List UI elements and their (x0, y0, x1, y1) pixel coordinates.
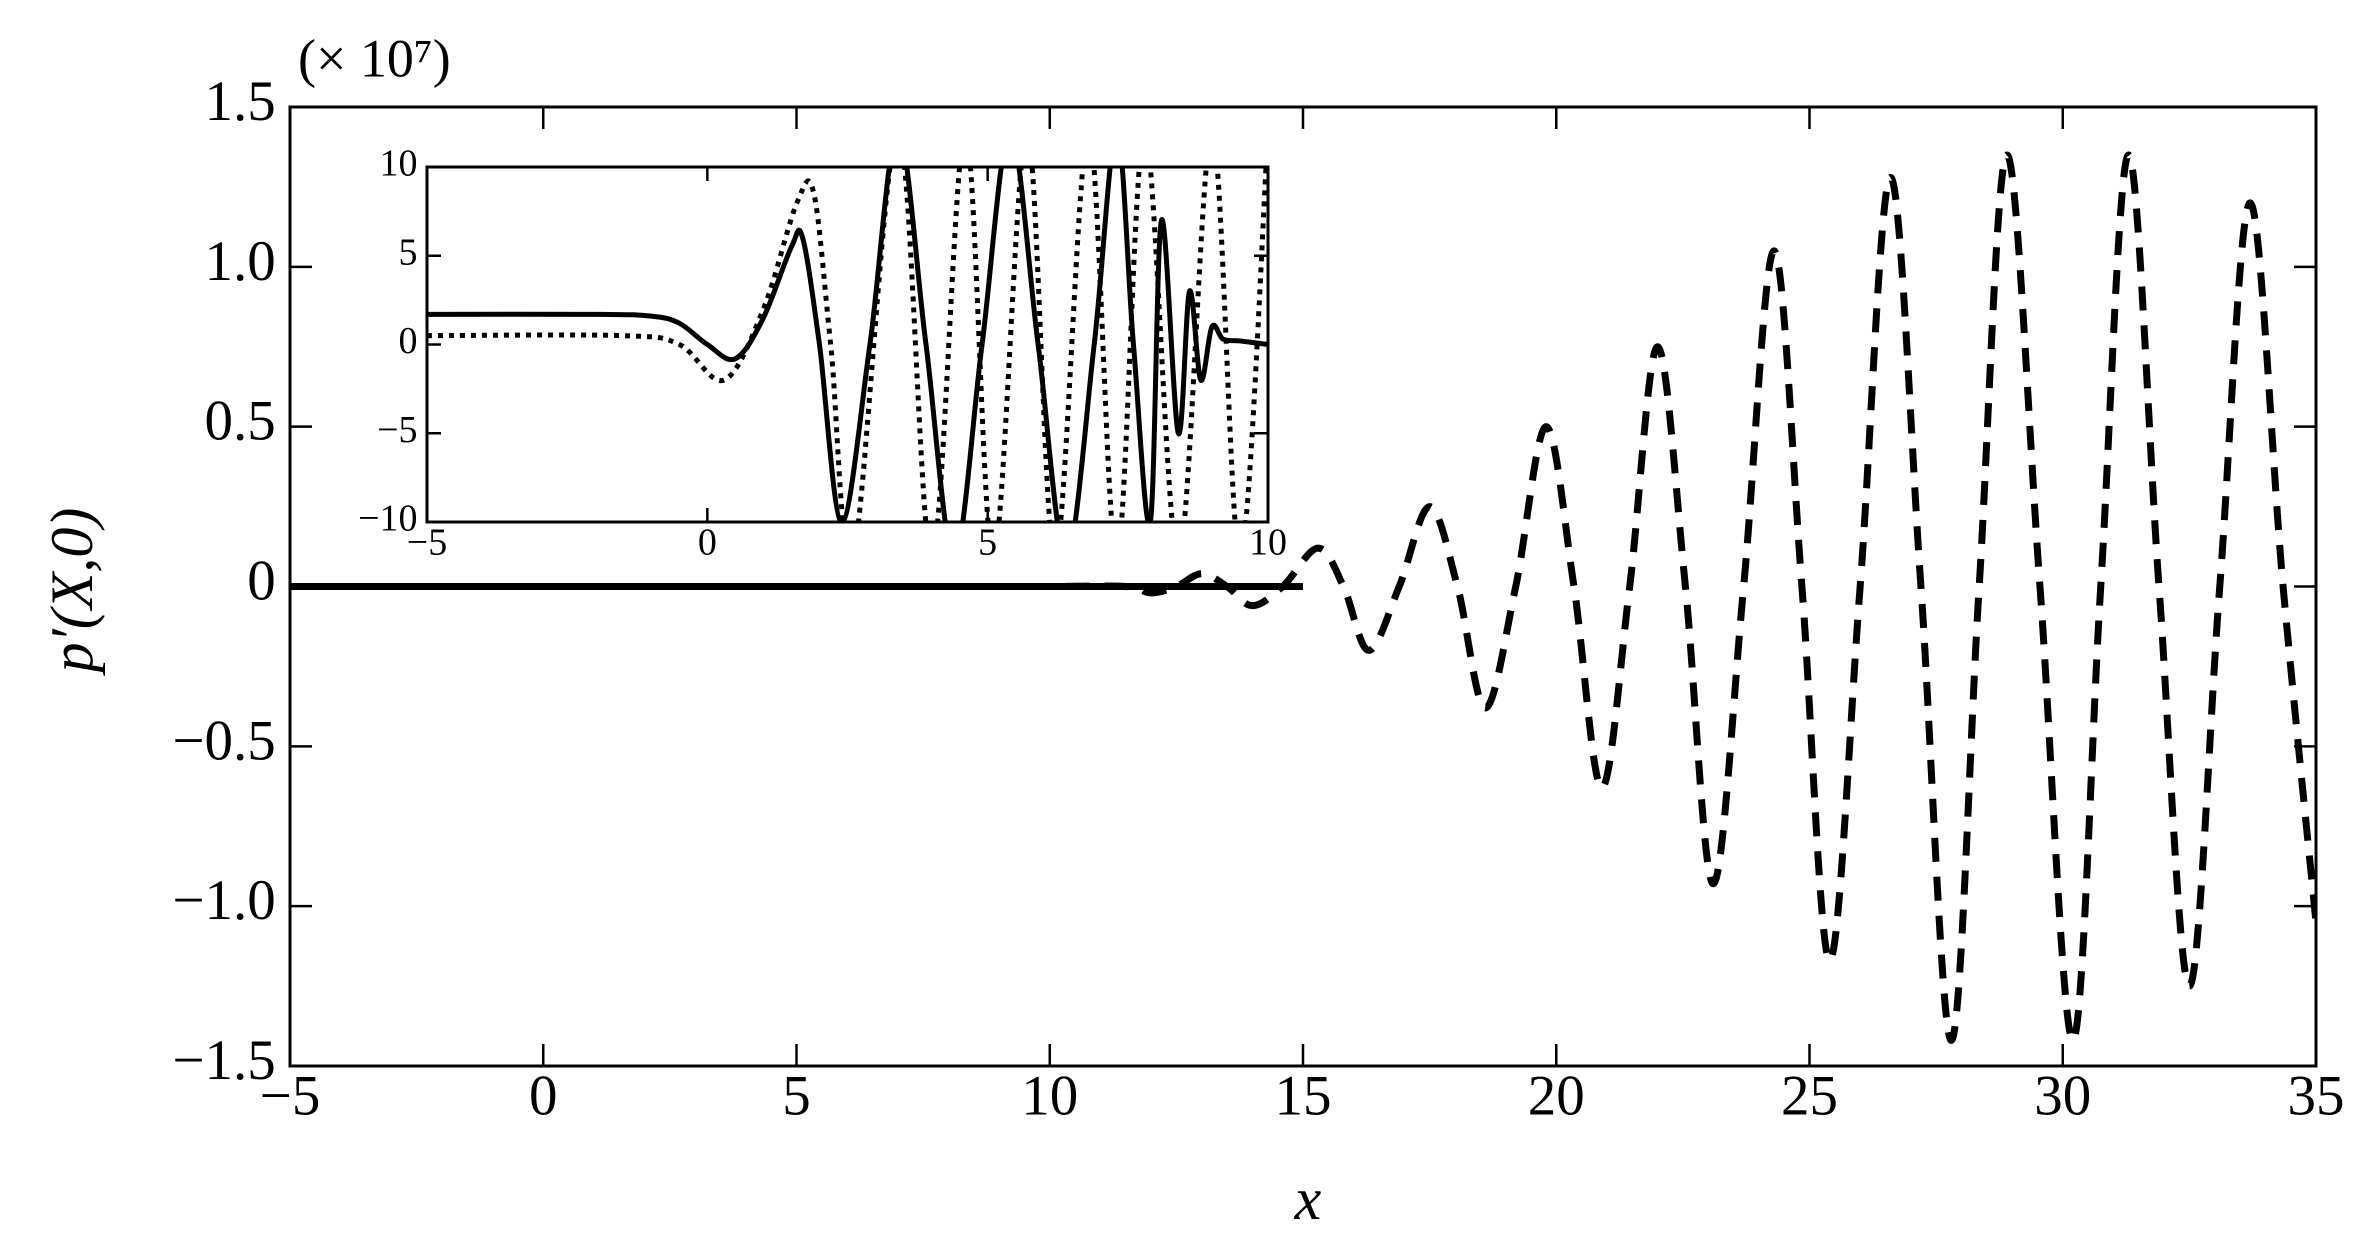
y-tick-label: 0.5 (205, 390, 276, 453)
plot-area (290, 151, 2316, 1044)
y-tick-label: −1.5 (172, 1029, 275, 1092)
x-tick-label: 5 (782, 1064, 811, 1127)
x-tick-label: 25 (1781, 1064, 1838, 1127)
x-tick-label: 0 (698, 521, 717, 563)
x-tick-label: 35 (2288, 1064, 2345, 1127)
y-tick-label: −5 (377, 409, 417, 451)
y-tick-label: 0 (247, 550, 276, 613)
x-tick-label: 5 (978, 521, 997, 563)
x-tick-label: 20 (1528, 1064, 1585, 1127)
series-line (427, 167, 1268, 522)
y-tick-label: 0 (399, 320, 418, 362)
x-tick-label: 0 (529, 1064, 558, 1127)
plot-area (427, 167, 1268, 522)
series-line (948, 151, 2316, 1044)
x-tick-label: 10 (1249, 521, 1287, 563)
annotation: (× 10⁷) (298, 28, 451, 88)
y-tick-label: 10 (380, 143, 418, 185)
y-tick-label: 1.0 (205, 230, 276, 293)
y-tick-label: −0.5 (172, 709, 275, 772)
y-tick-label: −10 (358, 498, 417, 540)
x-tick-label: −5 (407, 521, 447, 563)
x-tick-label: 15 (1275, 1064, 1332, 1127)
x-tick-label: −5 (260, 1064, 321, 1127)
x-tick-label: 30 (2034, 1064, 2091, 1127)
x-tick-label: 10 (1021, 1064, 1078, 1127)
y-tick-label: 5 (399, 231, 418, 273)
y-axis-label: p′(X,0) (39, 508, 105, 677)
x-axis-label: x (1294, 1166, 1322, 1232)
y-tick-label: −1.0 (172, 869, 275, 932)
y-tick-label: 1.5 (205, 70, 276, 133)
